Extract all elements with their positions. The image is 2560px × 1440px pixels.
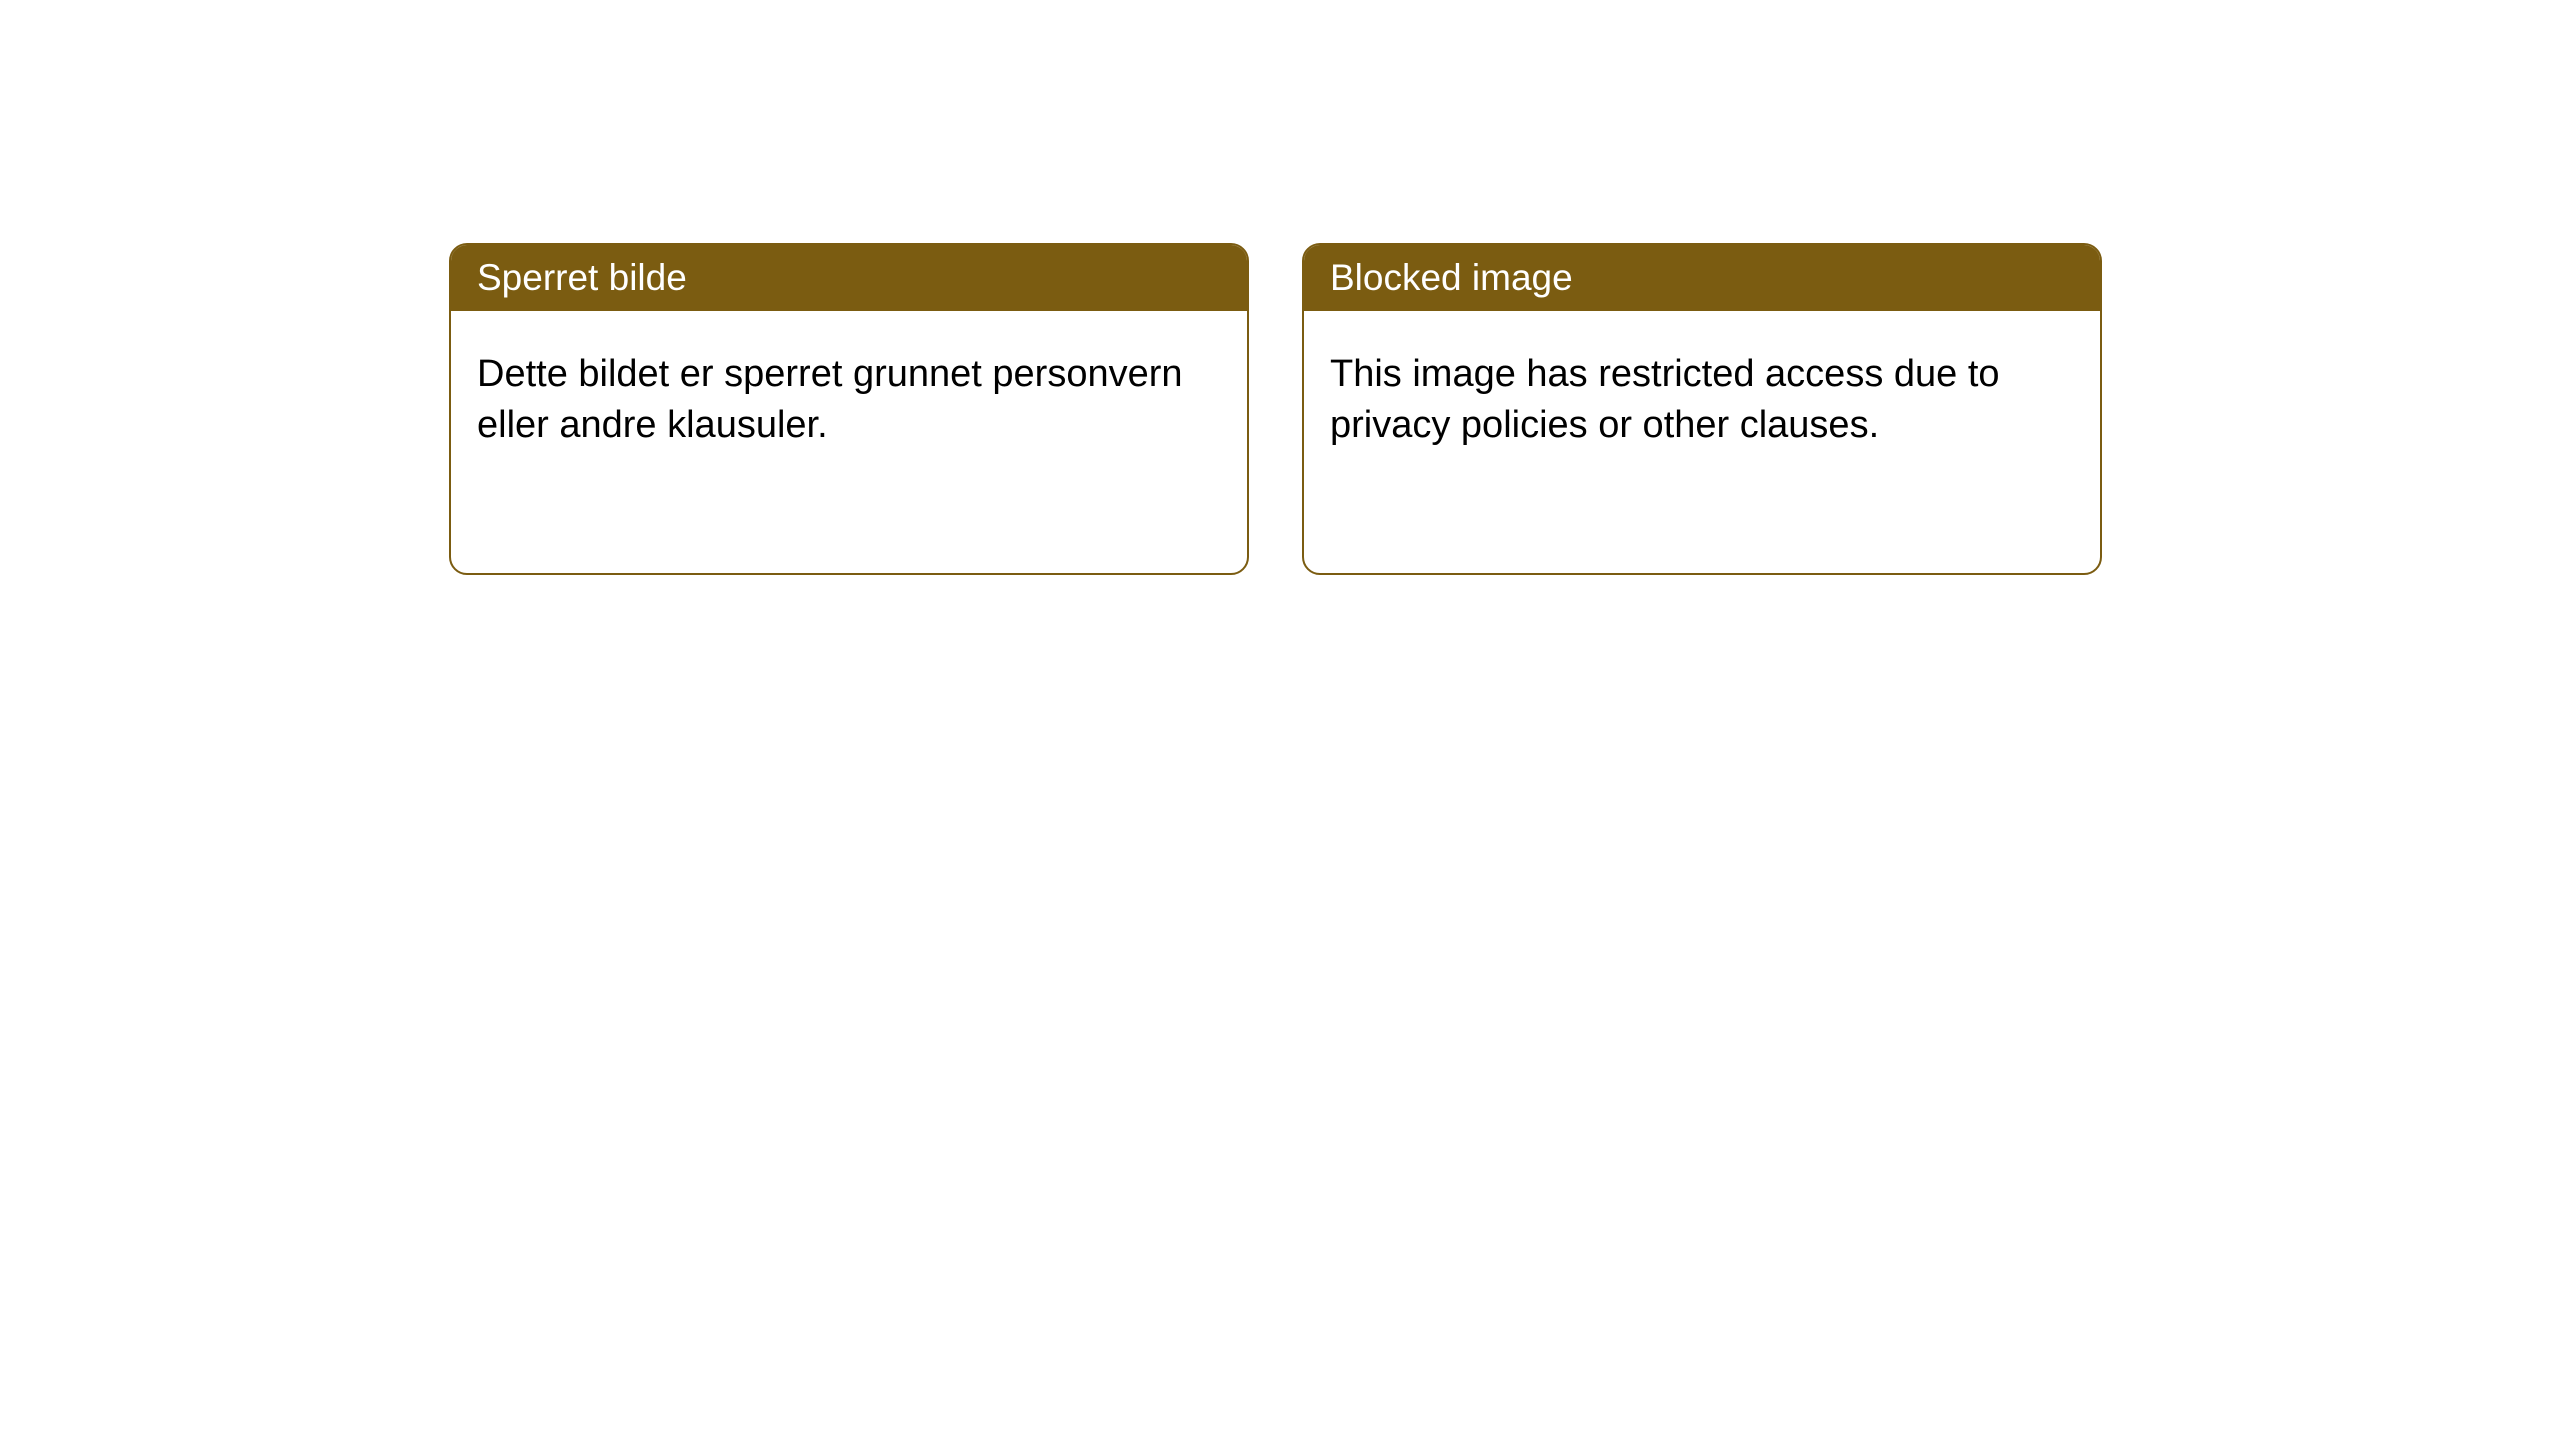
notice-container: Sperret bilde Dette bildet er sperret gr…	[449, 243, 2102, 575]
notice-title-norwegian: Sperret bilde	[451, 245, 1247, 311]
notice-body-english: This image has restricted access due to …	[1304, 311, 2100, 490]
notice-title-english: Blocked image	[1304, 245, 2100, 311]
notice-body-norwegian: Dette bildet er sperret grunnet personve…	[451, 311, 1247, 490]
notice-card-norwegian: Sperret bilde Dette bildet er sperret gr…	[449, 243, 1249, 575]
notice-card-english: Blocked image This image has restricted …	[1302, 243, 2102, 575]
